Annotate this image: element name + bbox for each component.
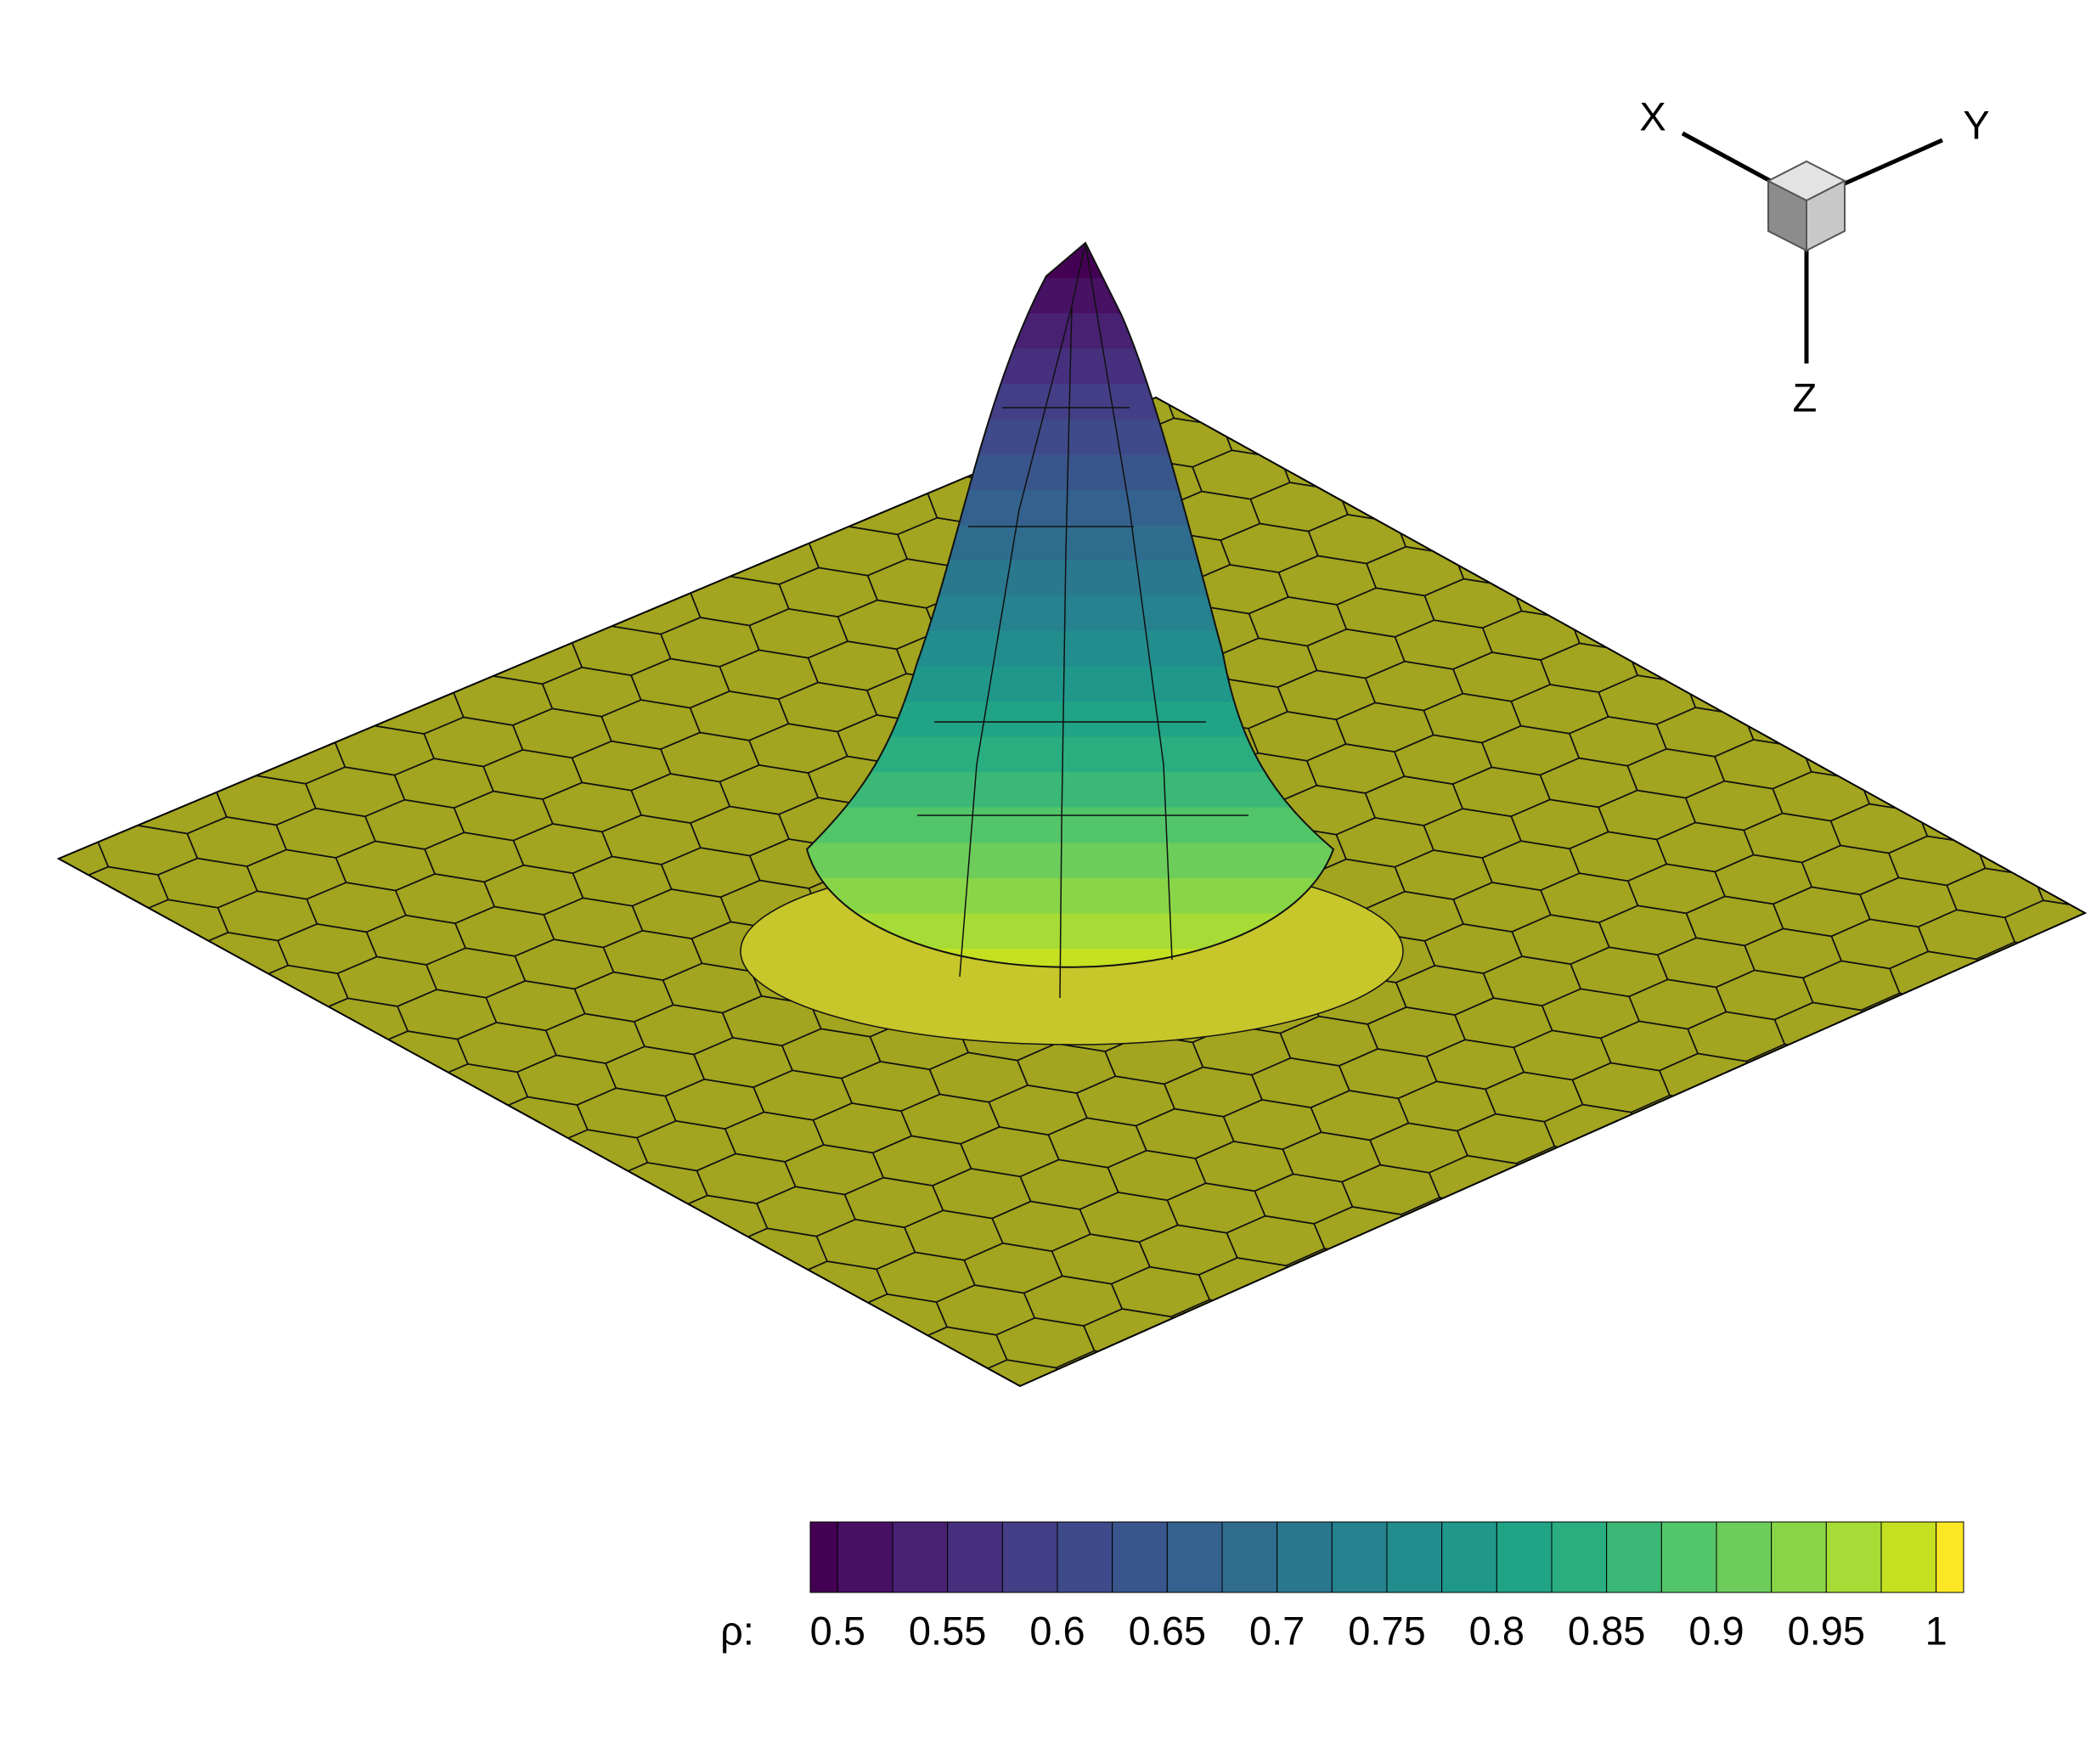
colorbar-band [1166, 1521, 1223, 1593]
colorbar-band [1057, 1521, 1113, 1593]
surface-peak [740, 241, 1404, 1045]
peak-edge [1059, 305, 1073, 999]
surface-cell [1569, 600, 1668, 652]
surface-cell [579, 1203, 680, 1255]
surface-cell [1279, 440, 1379, 492]
peak-edge [1085, 242, 1173, 961]
surface-cell [1511, 569, 1610, 620]
colorbar-tick-label: 0.65 [1129, 1608, 1206, 1653]
surface-cell [399, 1104, 500, 1157]
colorbar-band [1001, 1521, 1058, 1593]
colorbar-band [1606, 1521, 1662, 1593]
colorbar-band [1221, 1521, 1278, 1593]
surface-cell [1858, 761, 1958, 813]
axis-triad: X Y Z [1639, 93, 1989, 420]
colorbar-band [1441, 1521, 1497, 1593]
surface-cell [1395, 504, 1495, 555]
peak-edge [959, 242, 1086, 978]
surface-cell [640, 1236, 741, 1288]
colorbar-band [1660, 1521, 1717, 1593]
colorbar-tick-label: 0.55 [909, 1608, 986, 1653]
colorbar-band [1825, 1521, 1882, 1593]
colorbar-tick-label: 0.5 [810, 1608, 865, 1653]
colorbar-tick-label: 0.9 [1688, 1608, 1744, 1653]
colorbar-band [1331, 1521, 1388, 1593]
triad-y-label: Y [1963, 102, 1989, 147]
surface-cell [66, 750, 168, 802]
triad-x-label: X [1639, 93, 1665, 138]
triad-z-label: Z [1793, 375, 1818, 420]
surface-cell [1337, 472, 1437, 523]
surface-cell [661, 502, 762, 553]
colorbar-band [1716, 1521, 1773, 1593]
colorbar-band [1771, 1521, 1827, 1593]
colorbar-tick-label: 1 [1925, 1608, 1947, 1653]
surface-cell [1164, 397, 1264, 427]
colorbar-band [1880, 1521, 1937, 1593]
surface-cell [880, 1367, 981, 1386]
surface-cell [699, 1269, 801, 1322]
surface-cell [0, 801, 48, 850]
colorbar-band [1386, 1521, 1443, 1593]
surface-cell [304, 651, 406, 702]
surface-cell [423, 601, 524, 652]
colorbar-tick-label: 0.8 [1469, 1608, 1525, 1653]
colorbar-tick-label: 0.6 [1029, 1608, 1085, 1653]
surface-cell [218, 1006, 320, 1057]
surface-cell [99, 940, 200, 992]
colorbar-band [1936, 1521, 1964, 1593]
surface-cell [185, 701, 287, 752]
surface-cell [339, 1072, 441, 1124]
surface-cell [1221, 409, 1322, 459]
peak-body [805, 241, 1335, 968]
colorbar-band [947, 1521, 1003, 1593]
surface-cell [542, 551, 643, 603]
surface-cell [1975, 826, 2073, 877]
surface-cell [1453, 537, 1553, 588]
surface-cell [279, 1039, 380, 1091]
surface-cell [519, 1170, 621, 1222]
colorbar-band [809, 1521, 838, 1593]
surface-cell [59, 874, 81, 926]
surface-cell [0, 843, 20, 892]
surface-cell [459, 1137, 561, 1190]
colorbar-band [1277, 1521, 1333, 1593]
surface-cell [941, 1402, 1040, 1452]
surface-cell [780, 452, 880, 504]
colorbar-tick-label: 0.7 [1249, 1608, 1305, 1653]
colorbar-tick-label: 0.75 [1348, 1608, 1425, 1653]
surface-cell [1916, 793, 2015, 845]
colorbar-band [892, 1521, 949, 1593]
surface-cell [1626, 633, 1726, 685]
surface-cell [759, 1302, 860, 1354]
colorbar: ρ: 0.5 0.55 0.6 0.65 0.7 0.75 0.8 0.85 0.9 0.95 1 [720, 1521, 1964, 1653]
colorbar-band [837, 1521, 893, 1593]
surface-cell [1685, 665, 1784, 716]
triad-cube-top [1766, 160, 1847, 202]
colorbar-band [1551, 1521, 1608, 1593]
colorbar-tick-label: 0.85 [1568, 1608, 1645, 1653]
surface-cell [1801, 730, 1900, 781]
surface-cell [159, 972, 261, 1025]
surface-cell [820, 1335, 921, 1386]
colorbar-band [1496, 1521, 1553, 1593]
colorbar-band [1112, 1521, 1168, 1593]
surface-cell [59, 907, 140, 959]
colorbar-title: ρ: [720, 1608, 754, 1653]
colorbar-tick-label: 0.95 [1788, 1608, 1865, 1653]
surface-cell [1743, 697, 1842, 748]
